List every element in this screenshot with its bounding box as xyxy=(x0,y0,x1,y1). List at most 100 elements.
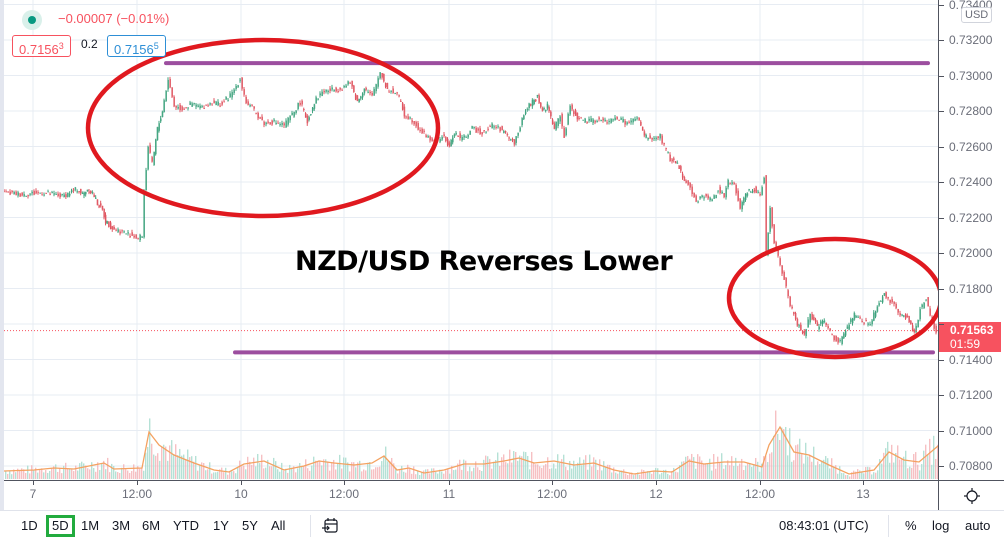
chart-pane[interactable]: −0.00007 (−0.01%) 0.71563 0.2 0.71565 NZ… xyxy=(4,0,938,480)
candle-body xyxy=(887,297,889,299)
sell-price-button[interactable]: 0.71563 xyxy=(12,35,71,57)
candle-body xyxy=(628,121,630,123)
currency-badge[interactable]: USD xyxy=(961,7,993,23)
volume-bar xyxy=(155,455,157,479)
volume-bar xyxy=(663,469,665,479)
volume-bar xyxy=(375,467,377,479)
candle-body xyxy=(504,131,507,133)
volume-bar xyxy=(793,460,795,479)
range-button-all[interactable]: All xyxy=(271,518,286,533)
price-tick-mark xyxy=(939,182,944,183)
percent-scale-toggle[interactable]: % xyxy=(905,518,917,533)
candle-body xyxy=(311,107,314,111)
volume-bar xyxy=(281,462,283,479)
candle-body xyxy=(837,337,839,343)
auto-scale-toggle[interactable]: auto xyxy=(965,518,991,533)
market-status-indicator[interactable] xyxy=(22,10,42,30)
candle-body xyxy=(31,192,33,194)
volume-bar xyxy=(43,472,45,479)
go-to-date-button[interactable] xyxy=(321,516,341,536)
volume-bar xyxy=(605,466,607,479)
candle-body xyxy=(185,107,187,109)
range-button-1d[interactable]: 1D xyxy=(21,518,38,533)
candle-body xyxy=(445,137,447,141)
candle-body xyxy=(403,106,406,117)
volume-bar xyxy=(779,439,781,479)
volume-bar xyxy=(921,464,923,479)
volume-bar xyxy=(681,461,683,479)
candle-body xyxy=(839,340,841,342)
volume-bar xyxy=(417,470,419,479)
candle-body xyxy=(15,191,17,196)
candle-body xyxy=(263,121,265,126)
volume-bar xyxy=(101,463,103,479)
volume-bar xyxy=(843,473,845,479)
volume-bar xyxy=(251,464,253,479)
range-button-ytd[interactable]: YTD xyxy=(173,518,199,533)
chart-settings-button[interactable] xyxy=(938,480,1004,510)
candle-body xyxy=(123,231,125,233)
candle-body xyxy=(347,81,349,85)
volume-bar xyxy=(757,461,759,479)
candle-body xyxy=(616,116,618,120)
candle-body xyxy=(331,87,333,90)
volume-bar xyxy=(95,471,97,479)
candle-body xyxy=(329,88,331,91)
sell-price-main: 0.7156 xyxy=(19,42,59,57)
price-scale[interactable]: 0.708000.710000.712000.714000.716000.718… xyxy=(938,0,1004,480)
volume-bar xyxy=(541,467,543,479)
candle-body xyxy=(510,139,512,141)
candle-body xyxy=(881,296,884,303)
price-tick-mark xyxy=(939,4,944,6)
range-button-1y[interactable]: 1Y xyxy=(213,518,229,533)
candle-body xyxy=(705,194,707,197)
candle-body xyxy=(441,136,443,140)
volume-bar xyxy=(169,445,171,479)
candle-body xyxy=(841,336,843,344)
volume-bar xyxy=(21,468,23,479)
volume-bar xyxy=(493,461,495,479)
volume-bar xyxy=(265,467,267,479)
candle-body xyxy=(115,229,117,231)
volume-bar xyxy=(351,462,353,479)
price-tick-label: 0.72000 xyxy=(949,246,993,260)
price-chart-canvas[interactable] xyxy=(4,0,938,480)
range-button-6m[interactable]: 6M xyxy=(142,518,161,533)
volume-bar xyxy=(47,472,49,479)
log-scale-toggle[interactable]: log xyxy=(932,518,950,533)
volume-bar xyxy=(93,468,95,479)
volume-bar xyxy=(785,426,787,479)
candle-body xyxy=(78,191,80,193)
candle-body xyxy=(243,89,245,95)
candle-body xyxy=(594,120,596,123)
chart-annotation-title[interactable]: NZD/USD Reverses Lower xyxy=(295,246,673,277)
candle-body xyxy=(551,119,554,124)
volume-bar xyxy=(91,462,93,479)
volume-bar xyxy=(75,465,77,479)
volume-bar xyxy=(831,458,833,479)
volume-bar xyxy=(353,462,355,479)
range-button-5y[interactable]: 5Y xyxy=(242,518,258,533)
volume-bar xyxy=(661,472,663,479)
candle-body xyxy=(101,205,104,210)
range-button-5d[interactable]: 5D xyxy=(46,515,75,537)
range-button-1m[interactable]: 1M xyxy=(81,518,100,533)
volume-bar xyxy=(515,452,517,479)
time-scale[interactable]: 7 12:00 10 12:00 11 12:00 12 12:00 13 xyxy=(4,480,938,510)
candle-body xyxy=(446,138,449,146)
candle-body xyxy=(485,131,487,133)
volume-bar xyxy=(743,470,745,479)
range-button-3m[interactable]: 3M xyxy=(112,518,131,533)
time-tick-mark xyxy=(241,481,242,485)
volume-bar xyxy=(717,456,719,479)
buy-price-button[interactable]: 0.71565 xyxy=(107,35,166,57)
volume-bar xyxy=(713,454,715,479)
candle-body xyxy=(181,106,183,111)
candle-body xyxy=(559,116,561,122)
utc-clock[interactable]: 08:43:01 (UTC) xyxy=(779,518,869,533)
volume-bar xyxy=(547,457,549,479)
candle-body xyxy=(53,193,55,195)
volume-bar xyxy=(467,471,469,479)
volume-bar xyxy=(345,457,347,479)
candle-body xyxy=(767,232,769,255)
